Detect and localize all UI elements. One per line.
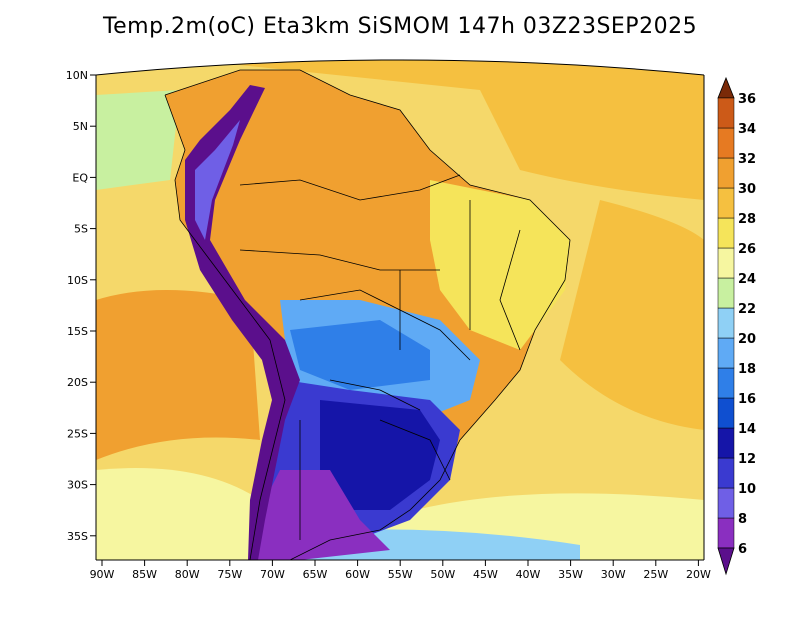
andes-north-cold: [195, 120, 240, 240]
lon-tick-label: 25W: [643, 568, 668, 581]
colorbar-band: [717, 457, 735, 489]
map-title: Temp.2m(oC) Eta3km SiSMOM 147h 03Z23SEP2…: [102, 14, 698, 39]
colorbar-label: 8: [738, 512, 747, 527]
land-south-colder: [320, 400, 440, 510]
lat-tick-label: 20S: [67, 376, 88, 389]
land-central-cooler: [290, 320, 430, 390]
lon-tick-label: 80W: [175, 568, 200, 581]
lon-tick-label: 55W: [388, 568, 413, 581]
ocean-north-warm: [96, 60, 704, 200]
ocean-pacific-warm: [96, 290, 260, 460]
lat-tick-label: 5N: [73, 120, 88, 133]
lat-tick-label: 15S: [67, 325, 88, 338]
colorbar: 6 8 10 12 14 16 18 20 22 24 26 28 30 32 34 36: [717, 76, 756, 576]
colorbar-label: 12: [738, 452, 756, 467]
ocean-southwest-mild: [96, 468, 260, 560]
border-south: [379, 419, 451, 481]
colorbar-band: [717, 127, 735, 159]
colorbar-label: 22: [738, 302, 756, 317]
colorbar-band: [717, 487, 735, 519]
lon-tick-label: 50W: [430, 568, 455, 581]
colorbar-max-extend: [717, 76, 735, 99]
lat-tick-label: 10S: [67, 274, 88, 287]
border-paraguay: [329, 379, 421, 411]
lat-tick-label: 5S: [74, 223, 88, 236]
lon-tick-label: 65W: [303, 568, 328, 581]
colorbar-label: 24: [738, 272, 756, 287]
colorbar-band: [717, 307, 735, 339]
colorbar-label: 30: [738, 182, 756, 197]
colorbar-band: [717, 97, 735, 129]
colorbar-band: [717, 277, 735, 309]
colorbar-label: 36: [738, 92, 756, 107]
lat-tick-label: 30S: [67, 479, 88, 492]
colorbar-band: [717, 367, 735, 399]
colorbar-band: [717, 427, 735, 459]
colorbar-min-extend: [717, 547, 735, 576]
colorbar-label: 6: [738, 542, 747, 557]
lon-tick-label: 70W: [260, 568, 285, 581]
border-north: [239, 174, 461, 201]
coastline-east: [164, 69, 571, 560]
lon-tick-label: 20W: [686, 568, 711, 581]
colorbar-band: [717, 217, 735, 249]
lon-tick-label: 35W: [558, 568, 583, 581]
colorbar-label: 26: [738, 242, 756, 257]
lon-tick-label: 40W: [516, 568, 541, 581]
colorbar-band: [717, 157, 735, 189]
lon-tick-label: 45W: [473, 568, 498, 581]
latitude-axis: 10N 5N EQ 5S 10S 15S 20S 25S 30S 35S: [66, 69, 96, 543]
frame-top: [95, 59, 705, 76]
colorbar-label: 16: [738, 392, 756, 407]
colorbar-band: [717, 337, 735, 369]
andes-cold-band: [185, 85, 300, 560]
lon-tick-label: 60W: [345, 568, 370, 581]
colorbar-band: [717, 187, 735, 219]
coastline-west: [164, 94, 286, 560]
land-northeast-mild: [430, 180, 570, 350]
lat-tick-label: 35S: [67, 530, 88, 543]
colorbar-label: 28: [738, 212, 756, 227]
border-state-2: [499, 229, 521, 351]
border-amazon: [239, 249, 440, 271]
colorbar-label: 34: [738, 122, 756, 137]
colorbar-label: 20: [738, 332, 756, 347]
colorbar-label: 10: [738, 482, 756, 497]
lat-tick-label: EQ: [72, 171, 88, 184]
lon-tick-label: 85W: [132, 568, 157, 581]
lat-tick-label: 25S: [67, 427, 88, 440]
colorbar-band: [717, 247, 735, 279]
lat-tick-label: 10N: [66, 69, 88, 82]
colorbar-label: 18: [738, 362, 756, 377]
lon-tick-label: 90W: [90, 568, 115, 581]
lon-tick-label: 75W: [217, 568, 242, 581]
ocean-atlantic-warm: [560, 200, 704, 430]
colorbar-band: [717, 517, 735, 549]
country-borders: [164, 69, 571, 560]
land-patagonia-cold: [250, 470, 390, 560]
lon-tick-label: 30W: [601, 568, 626, 581]
ocean-pacific-cool: [96, 90, 180, 190]
colorbar-band: [717, 397, 735, 429]
longitude-axis: 90W 85W 80W 75W 70W 65W 60W 55W 50W 45W 40W 35W 30W 2…: [90, 560, 711, 581]
colorbar-label: 32: [738, 152, 756, 167]
colorbar-label: 14: [738, 422, 756, 437]
